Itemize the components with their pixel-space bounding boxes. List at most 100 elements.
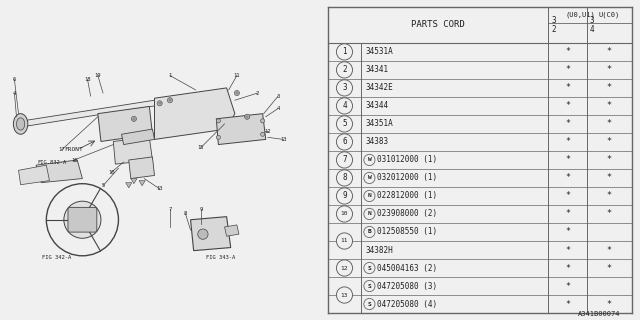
- Text: 12: 12: [340, 266, 348, 270]
- Text: 7: 7: [342, 156, 347, 164]
- Text: *: *: [565, 282, 570, 291]
- Text: *: *: [607, 65, 612, 74]
- Text: 9: 9: [199, 207, 202, 212]
- Text: W: W: [367, 157, 371, 163]
- Text: S: S: [367, 266, 371, 270]
- Text: *: *: [565, 173, 570, 182]
- FancyBboxPatch shape: [68, 207, 97, 232]
- Text: *: *: [607, 173, 612, 182]
- Text: *: *: [565, 191, 570, 200]
- Text: 8: 8: [184, 211, 187, 216]
- Circle shape: [364, 208, 375, 220]
- Text: 045004163 (2): 045004163 (2): [376, 263, 436, 273]
- Circle shape: [364, 172, 375, 184]
- Polygon shape: [36, 160, 83, 183]
- Circle shape: [337, 62, 353, 78]
- Polygon shape: [125, 183, 132, 188]
- Text: 012508550 (1): 012508550 (1): [376, 228, 436, 236]
- Polygon shape: [131, 179, 137, 184]
- Circle shape: [216, 135, 220, 140]
- Text: S: S: [367, 284, 371, 289]
- Text: FRONT: FRONT: [64, 147, 83, 152]
- Text: *: *: [607, 263, 612, 273]
- Text: *: *: [607, 47, 612, 56]
- Text: 6: 6: [13, 77, 16, 82]
- Text: 34351A: 34351A: [365, 119, 393, 128]
- Circle shape: [234, 91, 239, 96]
- Text: 5: 5: [101, 183, 104, 188]
- Polygon shape: [19, 165, 49, 185]
- Circle shape: [337, 134, 353, 150]
- Text: 13: 13: [280, 137, 287, 142]
- Circle shape: [337, 170, 353, 186]
- Text: *: *: [607, 119, 612, 128]
- Text: PARTS CORD: PARTS CORD: [412, 20, 465, 29]
- Text: 3: 3: [276, 94, 280, 99]
- Text: 4: 4: [13, 91, 16, 96]
- Text: FIG 343-A: FIG 343-A: [206, 255, 236, 260]
- Circle shape: [260, 132, 265, 136]
- Text: FIG.832-A: FIG.832-A: [37, 160, 66, 164]
- Text: 12: 12: [264, 129, 271, 134]
- Text: N: N: [367, 194, 371, 198]
- Text: 18: 18: [84, 77, 91, 82]
- Text: *: *: [565, 156, 570, 164]
- Text: *: *: [565, 47, 570, 56]
- Text: 9: 9: [342, 191, 347, 200]
- Text: 34382H: 34382H: [365, 245, 393, 254]
- Text: 047205080 (3): 047205080 (3): [376, 282, 436, 291]
- Text: 1: 1: [342, 47, 347, 56]
- Circle shape: [364, 190, 375, 202]
- Text: A341B00074: A341B00074: [579, 311, 621, 317]
- Text: 4: 4: [276, 106, 280, 111]
- Polygon shape: [129, 157, 154, 179]
- Circle shape: [131, 116, 136, 121]
- Circle shape: [337, 260, 353, 276]
- Text: 13: 13: [340, 292, 348, 298]
- Text: 8: 8: [342, 173, 347, 182]
- Polygon shape: [122, 129, 154, 145]
- Text: N: N: [367, 212, 371, 216]
- Polygon shape: [139, 180, 145, 186]
- Circle shape: [337, 116, 353, 132]
- Text: *: *: [607, 245, 612, 254]
- Circle shape: [157, 101, 162, 106]
- Polygon shape: [113, 137, 152, 164]
- Text: 11: 11: [234, 73, 240, 78]
- Text: *: *: [565, 119, 570, 128]
- Text: 34531A: 34531A: [365, 47, 393, 56]
- Text: 5: 5: [342, 119, 347, 128]
- Text: *: *: [565, 137, 570, 147]
- Text: 031012000 (1): 031012000 (1): [376, 156, 436, 164]
- Text: 1: 1: [168, 73, 172, 78]
- Text: 13: 13: [156, 186, 163, 191]
- Text: 2: 2: [342, 65, 347, 74]
- Polygon shape: [154, 88, 235, 140]
- Ellipse shape: [17, 118, 25, 130]
- Text: S: S: [367, 301, 371, 307]
- Text: U(C0): U(C0): [598, 12, 620, 18]
- Text: *: *: [565, 245, 570, 254]
- Text: *: *: [565, 210, 570, 219]
- Text: 34342E: 34342E: [365, 84, 393, 92]
- Circle shape: [337, 287, 353, 303]
- Circle shape: [260, 119, 265, 123]
- Circle shape: [364, 262, 375, 274]
- Text: 2: 2: [256, 91, 259, 96]
- Text: *: *: [565, 84, 570, 92]
- Circle shape: [216, 119, 220, 123]
- Text: 10: 10: [108, 170, 115, 175]
- Text: W: W: [367, 175, 371, 180]
- Text: 047205080 (4): 047205080 (4): [376, 300, 436, 308]
- Circle shape: [337, 98, 353, 114]
- Text: 3
2: 3 2: [551, 16, 556, 34]
- Circle shape: [244, 114, 250, 119]
- Polygon shape: [216, 114, 266, 145]
- Text: *: *: [565, 65, 570, 74]
- Text: *: *: [607, 191, 612, 200]
- Text: *: *: [607, 210, 612, 219]
- Circle shape: [364, 154, 375, 165]
- Text: 7: 7: [168, 207, 172, 212]
- Circle shape: [364, 226, 375, 238]
- Text: 3
4: 3 4: [590, 16, 595, 34]
